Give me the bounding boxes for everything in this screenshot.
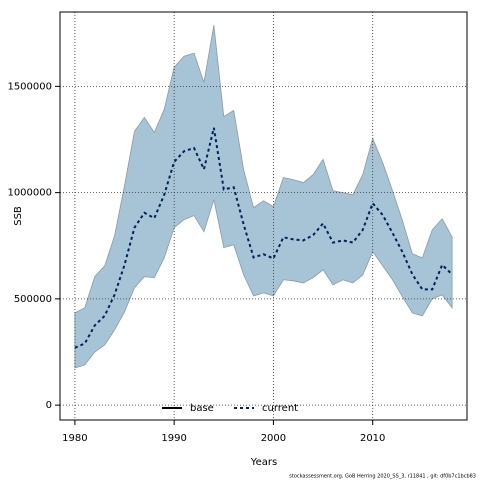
y-tick-label: 1000000 [7,188,52,199]
x-tick-label: 1980 [62,433,87,444]
legend-label: current [262,403,298,414]
confidence-band [74,25,453,369]
footnote: stockassessment.org, GoB Herring 2020_SS… [289,474,476,480]
y-tick-label: 1500000 [7,81,52,92]
y-tick-label: 500000 [14,294,52,305]
x-axis-label: Years [250,457,277,468]
series-line [74,127,453,349]
plot-frame [59,11,468,421]
legend-label: base [190,403,214,414]
x-tick-label: 2010 [360,433,385,444]
x-tick-label: 1990 [161,433,186,444]
y-tick-label: 0 [46,400,52,411]
x-tick-label: 2000 [261,433,286,444]
y-axis-label: SSB [13,206,24,226]
